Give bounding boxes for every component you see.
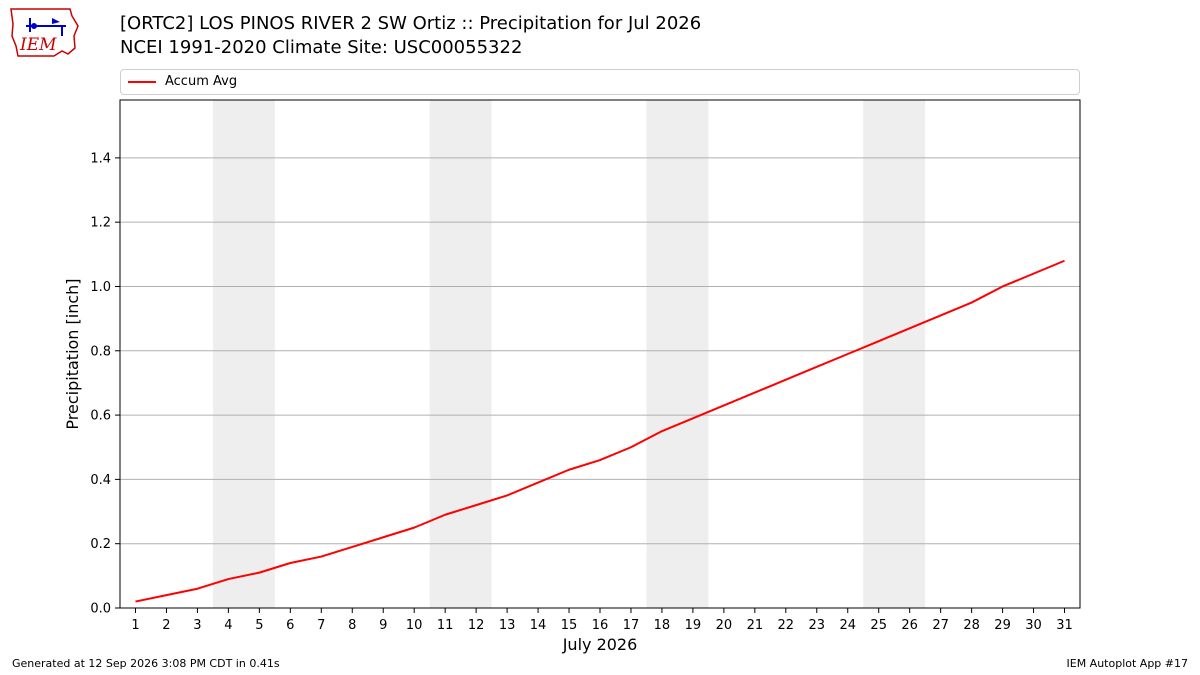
- weekend-band: [212, 100, 275, 608]
- x-tick-label: 11: [437, 618, 454, 633]
- iem-logo-graphic: IEM: [10, 8, 79, 57]
- wind-vane-icon: [52, 18, 60, 24]
- y-tick-label: 0.8: [90, 344, 111, 359]
- legend-swatch: [128, 81, 156, 83]
- x-tick-label: 24: [839, 618, 856, 633]
- chart-subtitle: NCEI 1991-2020 Climate Site: USC00055322: [120, 37, 523, 58]
- y-tick-label: 1.0: [90, 280, 111, 295]
- x-tick-label: 25: [870, 618, 887, 633]
- x-tick-label: 29: [994, 618, 1011, 633]
- x-axis: 1 2 3 4 5 6 7 8 9 10 11 12 13 14 15 16 17 18 19 20 21 22 23 24 2…: [131, 608, 1073, 633]
- x-tick-label: 31: [1056, 618, 1073, 633]
- weekend-band: [646, 100, 709, 608]
- x-tick-label: 17: [623, 618, 640, 633]
- x-tick-label: 20: [716, 618, 733, 633]
- x-tick-label: 18: [654, 618, 671, 633]
- x-tick-label: 7: [317, 618, 325, 633]
- x-tick-label: 3: [193, 618, 201, 633]
- weekend-bands: [212, 100, 926, 608]
- y-axis-label: Precipitation [inch]: [63, 278, 82, 429]
- anemometer-icon: [31, 23, 37, 29]
- x-tick-label: 12: [468, 618, 485, 633]
- x-tick-label: 9: [379, 618, 387, 633]
- x-tick-label: 28: [963, 618, 980, 633]
- generated-timestamp: Generated at 12 Sep 2026 3:08 PM CDT in …: [12, 657, 280, 670]
- iowa-outline-icon: [10, 8, 79, 57]
- x-tick-label: 19: [685, 618, 702, 633]
- x-tick-label: 4: [224, 618, 232, 633]
- x-tick-label: 27: [932, 618, 949, 633]
- x-tick-label: 16: [592, 618, 609, 633]
- x-tick-label: 14: [530, 618, 547, 633]
- y-tick-label: 1.4: [90, 151, 111, 166]
- weekend-band: [429, 100, 492, 608]
- x-tick-label: 8: [348, 618, 356, 633]
- y-axis: 0.0 0.2 0.4 0.6 0.8 1.0 1.2 1.4: [90, 151, 120, 617]
- y-tick-label: 1.2: [90, 216, 111, 231]
- x-tick-label: 22: [778, 618, 795, 633]
- x-tick-label: 5: [255, 618, 263, 633]
- y-tick-label: 0.2: [90, 537, 111, 552]
- iem-logo: IEM: [8, 6, 80, 58]
- grid-lines: [120, 157, 1080, 609]
- logo-text: IEM: [19, 35, 57, 55]
- chart-title: [ORTC2] LOS PINOS RIVER 2 SW Ortiz :: Pr…: [120, 13, 702, 34]
- y-tick-label: 0.0: [90, 602, 111, 617]
- x-tick-label: 2: [162, 618, 170, 633]
- x-tick-label: 6: [286, 618, 294, 633]
- weekend-band: [863, 100, 926, 608]
- x-axis-label: July 2026: [562, 635, 638, 654]
- y-tick-label: 0.4: [90, 473, 111, 488]
- x-tick-label: 26: [901, 618, 918, 633]
- x-tick-label: 13: [499, 618, 516, 633]
- legend-label: Accum Avg: [165, 74, 238, 89]
- x-tick-label: 1: [131, 618, 139, 633]
- x-tick-label: 30: [1025, 618, 1042, 633]
- x-tick-label: 15: [561, 618, 578, 633]
- series-group: [135, 259, 1065, 603]
- legend: Accum Avg: [120, 69, 1080, 95]
- y-tick-label: 0.6: [90, 409, 111, 424]
- x-tick-label: 10: [406, 618, 423, 633]
- app-credit: IEM Autoplot App #17: [1066, 657, 1189, 670]
- x-tick-label: 21: [747, 618, 764, 633]
- x-tick-label: 23: [809, 618, 826, 633]
